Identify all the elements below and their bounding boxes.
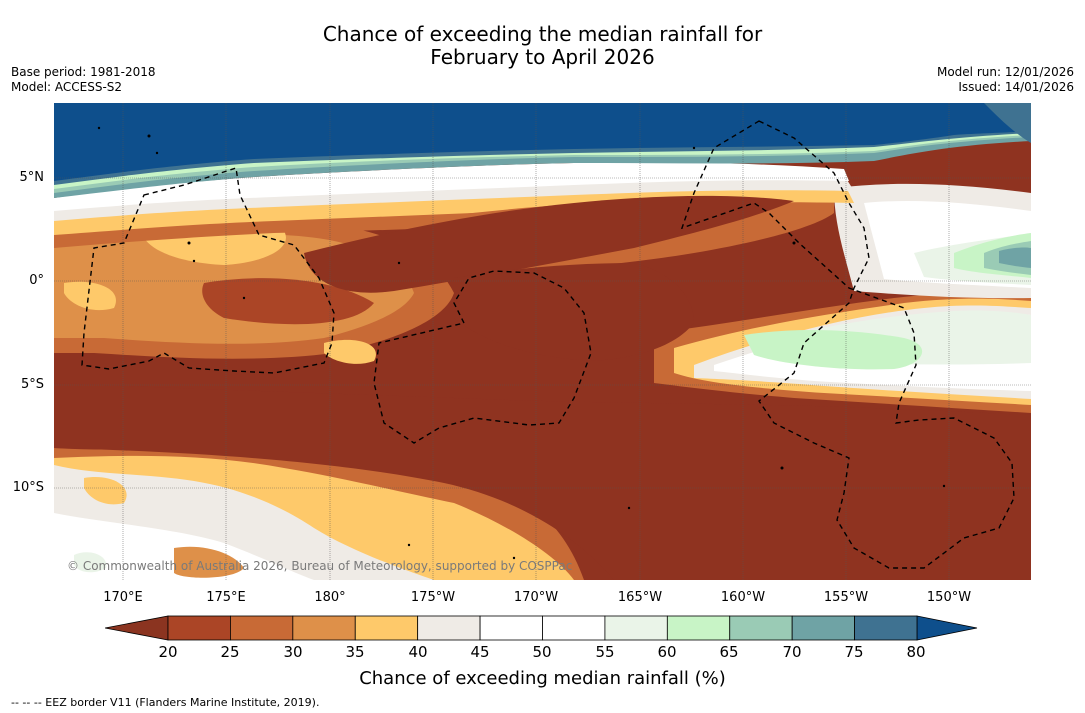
island	[692, 146, 696, 150]
issued-date: Issued: 14/01/2026	[958, 80, 1074, 94]
island	[627, 506, 631, 510]
eez-footnote: -- -- -- EEZ border V11 (Flanders Marine…	[11, 696, 320, 709]
colorbar-label-25: 25	[220, 643, 240, 661]
sw-white-inner	[54, 513, 314, 580]
rainfall-map-svg	[54, 103, 1031, 580]
island	[942, 484, 946, 488]
island	[192, 259, 196, 263]
island	[147, 134, 151, 138]
colorbar-label-50: 50	[532, 643, 552, 661]
lon-label-175w: 175°W	[410, 590, 456, 605]
eez-kiribati-line	[680, 120, 1015, 569]
lon-label-175e: 175°E	[206, 590, 246, 605]
south-brown-band	[54, 383, 1031, 580]
colorbar-label-40: 40	[408, 643, 428, 661]
base-period: Base period: 1981-2018	[11, 65, 156, 79]
sw-green-spot	[74, 552, 107, 573]
island	[397, 261, 401, 265]
lon-label-165w: 165°W	[617, 590, 663, 605]
colorbar-label-30: 30	[283, 643, 303, 661]
lon-label-170e: 170°E	[103, 590, 143, 605]
colorbar-segment	[167, 615, 231, 641]
island	[792, 241, 796, 245]
colorbar-segment	[479, 615, 543, 641]
sw-yellow-blob	[84, 477, 127, 505]
rainfall-map: © Commonwealth of Australia 2026, Bureau…	[54, 103, 1031, 580]
graticule	[54, 103, 1031, 580]
colorbar-label-45: 45	[470, 643, 490, 661]
copyright-notice: © Commonwealth of Australia 2026, Bureau…	[67, 559, 573, 573]
chart-title-line1: Chance of exceeding the median rainfall …	[322, 22, 763, 46]
lat-label-5s: 5°S	[20, 377, 44, 392]
core-brown-north	[304, 195, 794, 293]
colorbar-segment	[729, 615, 793, 641]
islands	[97, 126, 946, 560]
lat-label-10s: 10°S	[12, 480, 44, 495]
north-front-white	[54, 162, 849, 211]
core-brown-mid	[454, 263, 694, 361]
west-yellow-3	[324, 339, 376, 364]
model-name: Model: ACCESS-S2	[11, 80, 123, 94]
colorbar-label-60: 60	[657, 643, 677, 661]
colorbar-segment	[604, 615, 668, 641]
ne-teal-corner	[984, 103, 1031, 143]
island	[97, 126, 101, 130]
lat-label-0: 0°	[29, 273, 44, 288]
lon-label-160w: 160°W	[720, 590, 766, 605]
se-band-green	[744, 329, 923, 370]
colorbar-segment	[417, 615, 481, 641]
colorbar-segment	[292, 615, 356, 641]
eez-borders	[81, 120, 1015, 569]
colorbar-label-20: 20	[158, 643, 178, 661]
eez-kiribati-gilbert	[81, 167, 335, 374]
lon-label-170w: 170°W	[513, 590, 559, 605]
island	[407, 543, 411, 547]
island	[780, 466, 784, 470]
colorbar-label-75: 75	[844, 643, 864, 661]
model-run-date: Model run: 12/01/2026	[936, 65, 1074, 79]
colorbar-over-arrow	[916, 615, 978, 641]
colorbar-segment	[542, 615, 606, 641]
eez-kiribati-phoenix	[373, 270, 592, 444]
colorbar-segment	[791, 615, 855, 641]
lon-label-180: 180°	[314, 590, 346, 605]
lat-label-5n: 5°N	[19, 170, 45, 185]
colorbar-label-55: 55	[595, 643, 615, 661]
ne-band-dark-teal	[999, 247, 1031, 268]
island	[155, 151, 159, 155]
lon-label-155w: 155°W	[823, 590, 869, 605]
colorbar-segment	[230, 615, 294, 641]
north-blue-dark	[54, 103, 1031, 181]
colorbar-label-70: 70	[782, 643, 802, 661]
island	[187, 241, 191, 245]
colorbar-label-35: 35	[345, 643, 365, 661]
west-yellow-2	[64, 281, 116, 311]
sw-brown-blob	[174, 546, 244, 578]
colorbar-label-80: 80	[906, 643, 926, 661]
colorbar-title: Chance of exceeding median rainfall (%)	[359, 668, 726, 689]
lon-label-150w: 150°W	[926, 590, 972, 605]
colorbar-under-arrow	[105, 615, 169, 641]
colorbar-segment	[666, 615, 731, 641]
colorbar	[105, 615, 978, 641]
island	[242, 296, 246, 300]
colorbar-label-65: 65	[719, 643, 739, 661]
colorbar-segment	[354, 615, 419, 641]
island	[512, 556, 516, 560]
colorbar-segment	[854, 615, 918, 641]
chart-title-line2: February to April 2026	[430, 45, 655, 69]
west-inner-brown	[202, 278, 374, 325]
